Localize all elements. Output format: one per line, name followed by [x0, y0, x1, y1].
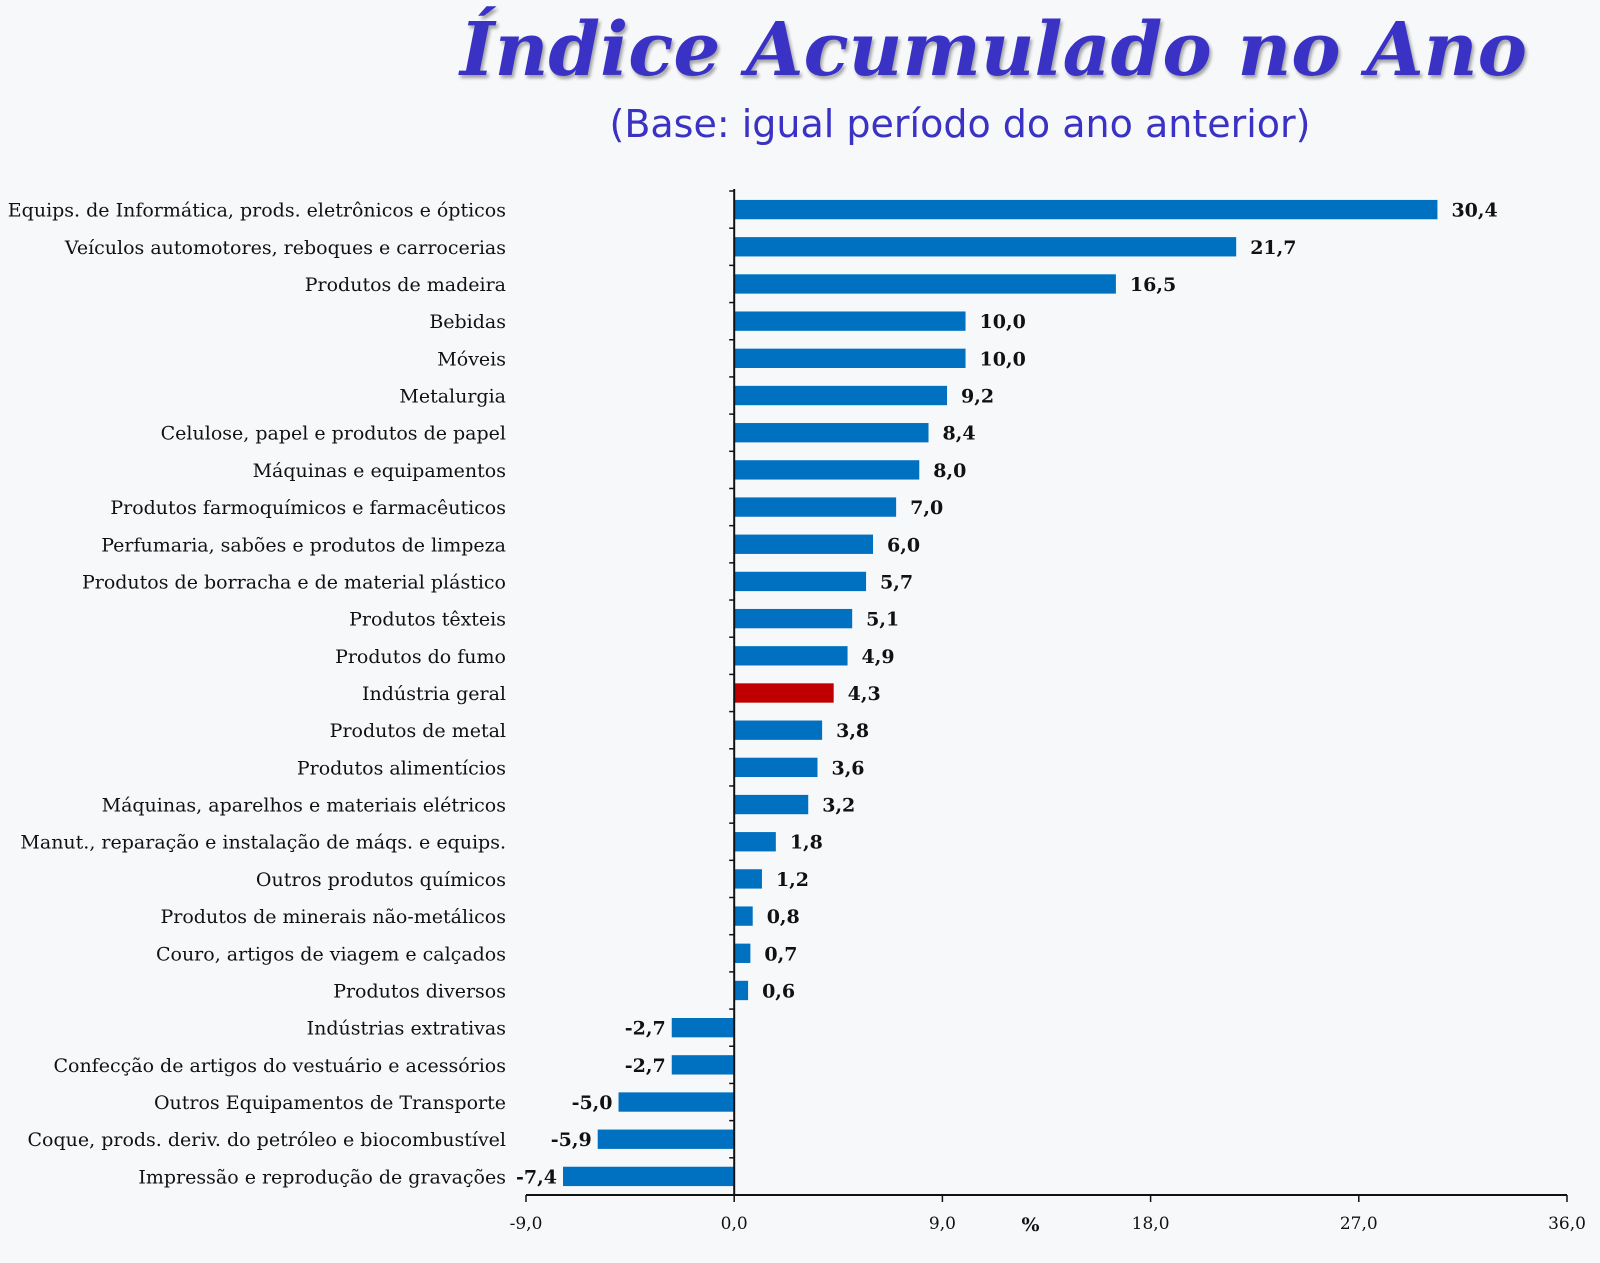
bar: [734, 943, 751, 963]
value-label: 21,7: [1250, 237, 1296, 259]
category-label: Bebidas: [429, 311, 506, 333]
value-label: 1,2: [776, 869, 809, 891]
category-label: Metalurgia: [399, 386, 506, 408]
category-label: Produtos de minerais não-metálicos: [161, 906, 507, 928]
x-tick-label: 27,0: [1340, 1214, 1378, 1234]
bar: [734, 348, 966, 369]
category-label: Manut., reparação e instalação de máqs. …: [20, 832, 506, 854]
category-label: Outros Equipamentos de Transporte: [154, 1092, 506, 1114]
value-label: 4,9: [862, 646, 895, 668]
x-tick-label: -9,0: [510, 1214, 543, 1234]
bar: [734, 757, 818, 778]
bar: [734, 460, 920, 480]
bar: [734, 497, 897, 517]
category-label: Produtos de borracha e de material plást…: [82, 571, 506, 593]
value-label: 16,5: [1130, 274, 1176, 296]
category-label: Celulose, papel e produtos de papel: [161, 423, 506, 445]
x-tick-label: 36,0: [1548, 1214, 1586, 1234]
value-label: 10,0: [980, 348, 1026, 370]
category-label: Indústrias extrativas: [307, 1018, 506, 1040]
value-label: 0,7: [764, 943, 797, 965]
value-label: 8,0: [933, 460, 966, 482]
bar: [734, 534, 873, 554]
category-label: Produtos têxteis: [349, 609, 506, 631]
chart-title: Índice Acumulado no Ano: [460, 7, 1527, 93]
category-label: Coque, prods. deriv. do petróleo e bioco…: [28, 1129, 506, 1151]
value-label: 5,1: [866, 609, 899, 631]
bar: [734, 869, 762, 889]
value-label: -5,0: [572, 1092, 613, 1114]
value-label: 30,4: [1451, 200, 1497, 222]
category-label: Perfumaria, sabões e produtos de limpeza: [101, 534, 506, 556]
chart-subtitle: (Base: igual período do ano anterior): [609, 102, 1311, 146]
category-label: Móveis: [437, 348, 506, 370]
category-label: Produtos de metal: [330, 720, 506, 742]
category-label: Veículos automotores, reboques e carroce…: [64, 237, 506, 259]
bar: [734, 571, 867, 592]
bar: [734, 237, 1237, 257]
category-label: Máquinas e equipamentos: [253, 460, 506, 482]
category-label: Outros produtos químicos: [256, 869, 506, 891]
value-label: 1,8: [790, 832, 823, 854]
bar: [734, 199, 1438, 220]
value-label: -2,7: [625, 1055, 666, 1077]
category-label: Produtos diversos: [333, 980, 506, 1002]
bar: [734, 980, 749, 1001]
category-label: Indústria geral: [362, 683, 506, 705]
x-tick-label: 18,0: [1132, 1214, 1170, 1234]
bar: [734, 683, 834, 703]
category-label: Produtos farmoquímicos e farmacêuticos: [110, 497, 506, 519]
bar: [734, 274, 1116, 294]
bar: [734, 385, 948, 406]
category-label: Máquinas, aparelhos e materiais elétrico…: [102, 795, 506, 817]
bar: [734, 423, 929, 443]
bar: [618, 1092, 735, 1112]
category-label: Equips. de Informática, prods. eletrônic…: [8, 200, 506, 222]
value-label: -7,4: [516, 1166, 557, 1188]
category-label: Impressão e reprodução de gravações: [138, 1166, 506, 1188]
bar: [734, 720, 823, 740]
x-tick-label: 0,0: [721, 1214, 748, 1234]
value-label: 8,4: [943, 423, 976, 445]
x-tick-label: 9,0: [929, 1214, 956, 1234]
bar: [734, 906, 753, 926]
x-axis-unit-label: %: [1021, 1214, 1039, 1236]
category-label: Confecção de artigos do vestuário e aces…: [53, 1055, 506, 1077]
bar: [671, 1017, 735, 1038]
value-label: 10,0: [980, 311, 1026, 333]
bar: [734, 311, 966, 331]
value-label: 5,7: [880, 571, 913, 593]
bar: [734, 646, 848, 666]
value-label: 3,6: [831, 757, 864, 779]
category-label: Produtos do fumo: [335, 646, 506, 668]
value-label: 4,3: [848, 683, 881, 705]
bar: [734, 608, 853, 629]
bar: [671, 1055, 735, 1075]
category-label: Produtos alimentícios: [297, 757, 506, 779]
bar: [563, 1166, 735, 1187]
value-label: 0,8: [767, 906, 800, 928]
bar: [597, 1129, 735, 1149]
value-label: -2,7: [625, 1018, 666, 1040]
value-label: 7,0: [910, 497, 943, 519]
value-label: 3,2: [822, 795, 855, 817]
bar: [734, 794, 809, 815]
category-label: Produtos de madeira: [305, 274, 506, 296]
value-label: 3,8: [836, 720, 869, 742]
value-label: 6,0: [887, 534, 920, 556]
value-label: 0,6: [762, 980, 795, 1002]
category-label: Couro, artigos de viagem e calçados: [156, 943, 506, 965]
value-label: -5,9: [551, 1129, 592, 1151]
value-label: 9,2: [961, 386, 994, 408]
bar: [734, 832, 776, 852]
